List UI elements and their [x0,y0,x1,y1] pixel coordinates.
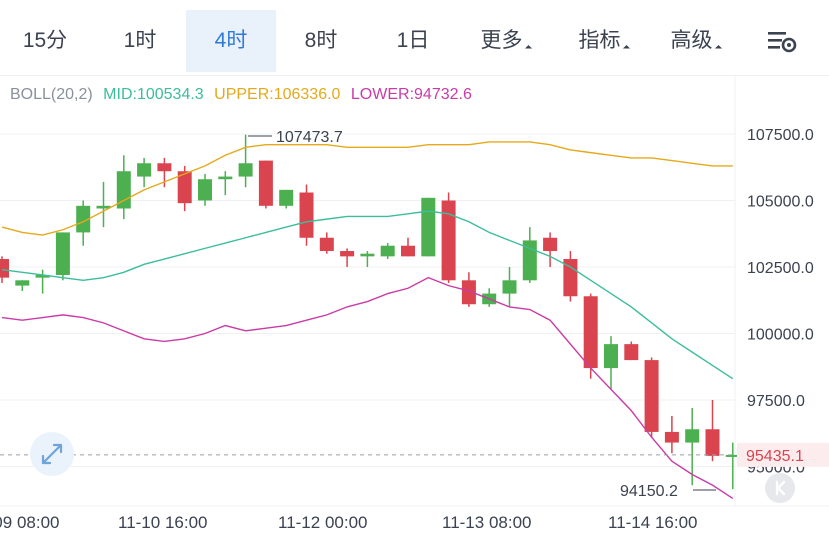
candle-body [96,205,111,209]
tab-0[interactable]: 15分 [0,10,90,72]
min-price-label: 94150.2 [620,483,678,500]
tab-label: 4时 [214,29,248,52]
scroll-to-latest-button[interactable] [765,473,795,503]
candle-body [258,160,273,206]
candle-body [157,163,172,172]
candle-body [55,232,70,275]
tab-7[interactable]: 高级 [648,10,743,72]
y-tick-label: 107500.0 [747,127,814,144]
candle-body [725,454,740,457]
tab-4[interactable]: 1日 [368,10,458,72]
settings-sliders-icon[interactable] [766,28,798,54]
tab-label: 15分 [22,29,68,52]
x-tick-label: 11-13 08:00 [442,513,531,532]
candle-body [543,237,558,252]
tab-label: 指标 [578,29,621,52]
boll-upper-line [1,141,733,236]
caret-down-icon [622,44,630,53]
tab-label: 1时 [123,29,157,52]
candle-body [441,200,456,281]
candle-body [177,171,192,204]
current-price-label: 95435.1 [746,448,804,465]
candle-body [644,360,659,432]
candle-body [279,189,294,206]
y-tick-label: 100000.0 [747,327,814,344]
boll-upper: UPPER:106336.0 [214,86,341,103]
tab-5[interactable]: 更多 [458,10,553,72]
y-tick-label: 97500.0 [747,393,805,410]
candle-body [664,431,679,443]
boll-legend: BOLL(20,2) MID:100534.3 UPPER:106336.0 L… [10,86,478,104]
candle-body [604,344,618,369]
tab-3[interactable]: 8时 [276,10,366,72]
x-tick-label: 11-10 16:00 [118,513,207,532]
tab-label: 8时 [304,29,338,52]
candle-body [360,253,375,257]
candle-body [76,205,91,233]
candle-body [624,344,639,361]
candle-body [15,280,30,286]
boll-lower-line [1,276,734,500]
candle-body [319,237,334,252]
candle-body [0,259,9,278]
y-tick-label: 102500.0 [747,260,814,277]
double-chevron-left-icon [775,480,786,496]
boll-name: BOLL(20,2) [10,86,93,103]
candle-body [238,163,253,177]
boll-lower: LOWER:94732.6 [350,86,472,103]
candle-body [198,179,212,201]
candle-body [705,429,720,456]
candle-body [340,251,355,257]
candle-body [35,274,50,278]
expand-arrows-icon [41,443,63,465]
x-tick-label: 11-09 08:00 [0,513,59,532]
tab-2[interactable]: 4时 [186,10,276,72]
candle-body [218,176,233,180]
current-price-tag [737,442,829,467]
candle-body [563,259,578,297]
candle-body [685,429,700,443]
tab-label: 高级 [670,29,713,52]
max-price-label: 107473.7 [276,129,343,146]
tab-label: 1日 [396,29,430,52]
candle-body [299,192,314,238]
timeframe-tabs: 15分 1时 4时 8时 1日 更多 指标 高级 [0,0,829,76]
boll-mid: MID:100534.3 [103,86,204,103]
y-tick-label: 105000.0 [747,194,814,211]
x-tick-label: 11-14 16:00 [608,513,697,532]
x-tick-label: 11-12 00:00 [278,513,367,532]
candle-body [502,280,517,294]
caret-down-icon [714,44,722,53]
candle-body [401,245,415,257]
candlestick-chart[interactable]: 107500.0 105000.0 102500.0 100000.0 97500.0 9… [0,76,829,541]
candle-body [461,280,476,305]
candle-body [583,296,598,369]
tab-1[interactable]: 1时 [95,10,185,72]
candle-body [380,245,395,257]
expand-chart-button[interactable] [30,432,74,476]
caret-down-icon [524,44,532,53]
candle-body [137,163,152,177]
tab-6[interactable]: 指标 [556,10,651,72]
tab-label: 更多 [480,29,523,52]
boll-mid-line [1,210,734,380]
candle-body [421,197,436,257]
